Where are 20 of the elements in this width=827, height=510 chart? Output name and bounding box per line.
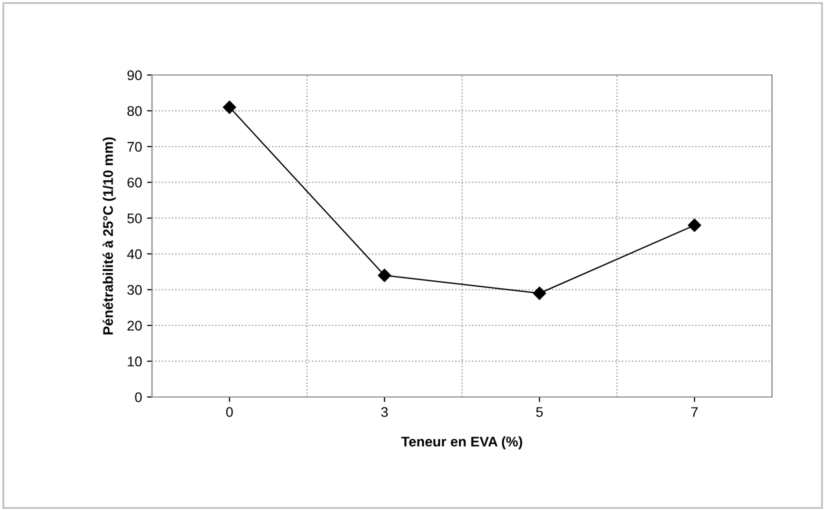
x-tick-label: 3 [381, 407, 388, 417]
y-tick-label: 30 [127, 285, 142, 295]
y-tick-label: 0 [135, 392, 142, 402]
y-tick-label: 70 [128, 142, 142, 152]
point [688, 218, 702, 232]
x-tick-label: 5 [536, 407, 543, 417]
y-tick-label: 50 [127, 213, 142, 224]
y-tick-label: 60 [128, 178, 142, 188]
x-tick-label: 7 [691, 407, 698, 417]
y-tick-label: 20 [128, 320, 142, 331]
y-tick-label: 90 [127, 70, 142, 80]
point [222, 100, 236, 114]
y-axis-title: Pénétrabilité à 25°C (1/10 mm) [102, 137, 116, 334]
y-tick-label: 80 [127, 106, 142, 116]
y-tick-label: 40 [127, 249, 142, 260]
y-tick-label: 10 [128, 356, 142, 366]
point [378, 268, 392, 282]
point [532, 286, 546, 300]
x-axis-title: Teneur en EVA (%) [401, 436, 522, 450]
x-tick-label: 0 [226, 407, 233, 417]
